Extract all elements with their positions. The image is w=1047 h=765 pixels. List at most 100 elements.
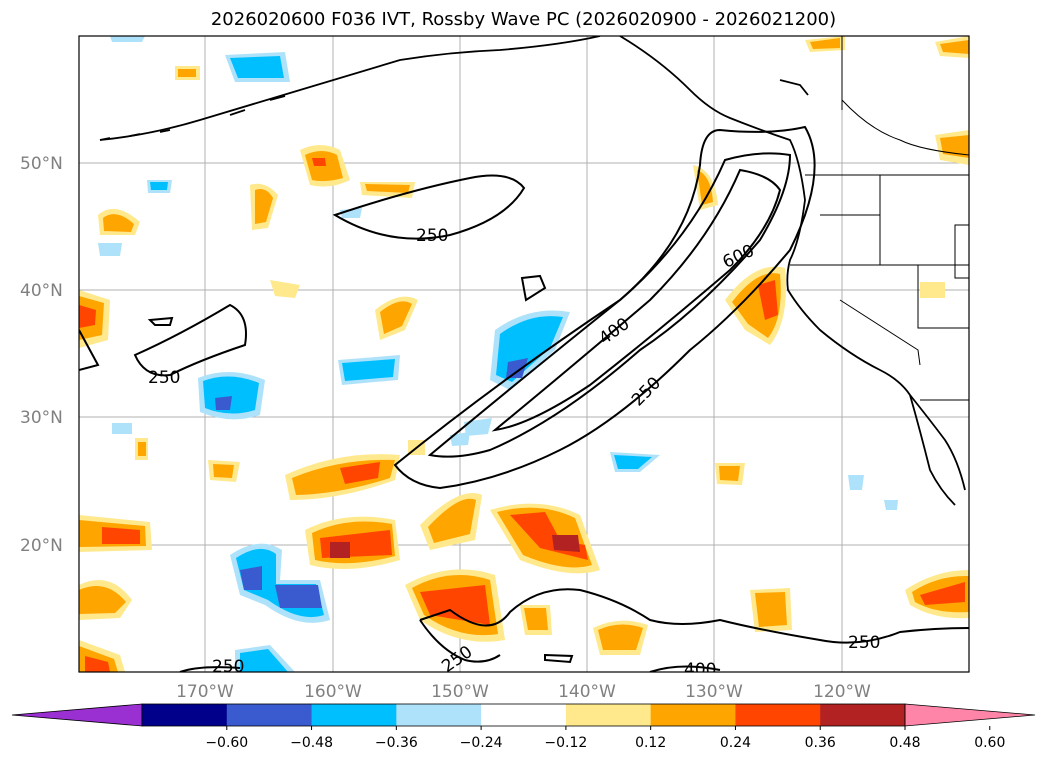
contour-line: [544, 653, 574, 664]
lon-label-160w: 160°W: [304, 682, 362, 702]
contour-line: [133, 303, 247, 377]
anomaly-blob: [614, 455, 652, 469]
anomaly-blob: [719, 466, 740, 481]
colorbar-segment: [650, 704, 736, 726]
anomaly-blob: [270, 280, 300, 298]
latitude-labels: 50°N 40°N 30°N 20°N: [20, 154, 63, 556]
colorbar-tick-label: 0.36: [805, 735, 836, 751]
anomaly-blob: [203, 376, 259, 414]
colorbar-tick-label: 0.12: [635, 735, 666, 751]
anomaly-blob: [98, 243, 122, 256]
island-chain: [779, 79, 809, 96]
colorbar-frame: [141, 703, 906, 727]
anomaly-blob: [920, 282, 945, 298]
ivt-contours: [79, 125, 969, 672]
anomaly-blob: [102, 527, 140, 544]
contour-line: [649, 665, 721, 672]
colorbar-segment: [481, 704, 567, 726]
colorbar-extend-max: [904, 703, 1036, 727]
colorbar-extend-min: [11, 703, 143, 727]
anomaly-blob: [110, 36, 145, 42]
anomaly-blob: [215, 396, 232, 410]
colorbar-segments: [11, 703, 1036, 727]
contour-line: [79, 329, 100, 371]
anomaly-blob: [150, 182, 168, 190]
anomaly-blob: [255, 189, 273, 224]
contour-label: 250: [148, 368, 180, 388]
anomaly-blob: [598, 624, 643, 650]
map-frame: [78, 35, 970, 673]
negative-anomaly-regions: [98, 36, 898, 672]
contour-label: 250: [848, 633, 880, 653]
anomaly-blob: [85, 656, 110, 672]
colorbar-tick-label: 0.60: [974, 735, 1005, 751]
anomaly-blob: [79, 586, 126, 614]
colorbar-segment: [311, 704, 397, 726]
coastlines: [99, 36, 966, 506]
lon-label-130w: 130°W: [685, 682, 743, 702]
state-border: [917, 265, 969, 329]
anomaly-blob: [138, 442, 146, 456]
anomaly-blob: [340, 462, 380, 484]
contour-line: [147, 316, 174, 326]
anomaly-blob: [213, 464, 234, 478]
anomaly-blob: [697, 170, 713, 205]
political-borders: [790, 36, 969, 401]
state-border: [839, 299, 921, 366]
contour-line: [332, 174, 526, 240]
colorbar-segment: [142, 704, 228, 726]
state-border: [954, 224, 969, 279]
anomaly-blob: [810, 38, 840, 49]
map-title: 2026020600 F036 IVT, Rossby Wave PC (202…: [210, 9, 837, 30]
contour-line: [491, 168, 782, 432]
contour-line: [419, 588, 969, 644]
colorbar-tick-label: 0.24: [720, 735, 751, 751]
anomaly-blob: [848, 475, 864, 490]
colorbar-tick-label: −0.24: [460, 735, 503, 751]
contour-label: 250: [416, 226, 448, 246]
baja-coast: [909, 394, 956, 506]
anomaly-blob: [240, 649, 288, 672]
anomaly-blob: [428, 498, 476, 543]
anomaly-blob: [506, 358, 528, 378]
anomaly-blob: [240, 566, 262, 590]
lon-label-150w: 150°W: [431, 682, 489, 702]
lon-label-170w: 170°W: [176, 682, 234, 702]
contour-line: [419, 619, 501, 663]
contour-line: [179, 666, 241, 672]
colorbar: −0.60 −0.48 −0.36 −0.24 −0.12 0.12 0.24 0.36 0.4…: [11, 703, 1036, 751]
lat-label-40n: 40°N: [20, 281, 63, 301]
anomaly-blob: [920, 582, 965, 605]
anomaly-blob: [103, 214, 134, 232]
colorbar-tick-label: −0.60: [205, 735, 248, 751]
anomaly-blob: [380, 301, 412, 334]
colorbar-tick-label: −0.12: [544, 735, 587, 751]
lat-label-20n: 20°N: [20, 536, 63, 556]
anomaly-blob: [342, 359, 395, 381]
anomaly-blob: [178, 69, 196, 77]
state-border: [841, 99, 969, 156]
anomaly-blob: [79, 305, 96, 328]
longitude-labels: 170°W 160°W 150°W 140°W 130°W 120°W: [176, 682, 871, 702]
anomaly-blob: [524, 608, 548, 630]
colorbar-segment: [396, 704, 482, 726]
colorbar-segment: [565, 704, 652, 726]
colorbar-ticks: −0.60 −0.48 −0.36 −0.24 −0.12 0.12 0.24 0.36 0.4…: [205, 726, 1005, 751]
colorbar-tick-label: −0.48: [290, 735, 333, 751]
anomaly-blob: [884, 500, 898, 510]
lat-label-30n: 30°N: [20, 408, 63, 428]
contour-line: [427, 152, 792, 458]
anomaly-blob: [112, 423, 132, 434]
anomaly-blob: [758, 280, 778, 320]
colorbar-segment: [735, 704, 821, 726]
colorbar-tick-label: −0.36: [375, 735, 418, 751]
anomaly-blob: [365, 184, 410, 193]
anomaly-blob: [464, 418, 492, 436]
colorbar-segment: [820, 704, 906, 726]
aleutian-islands: [99, 95, 286, 141]
lon-label-120w: 120°W: [813, 682, 871, 702]
contour-label: 400: [684, 660, 716, 680]
alaska-coastline: [99, 36, 601, 141]
contour-line: [520, 274, 547, 302]
